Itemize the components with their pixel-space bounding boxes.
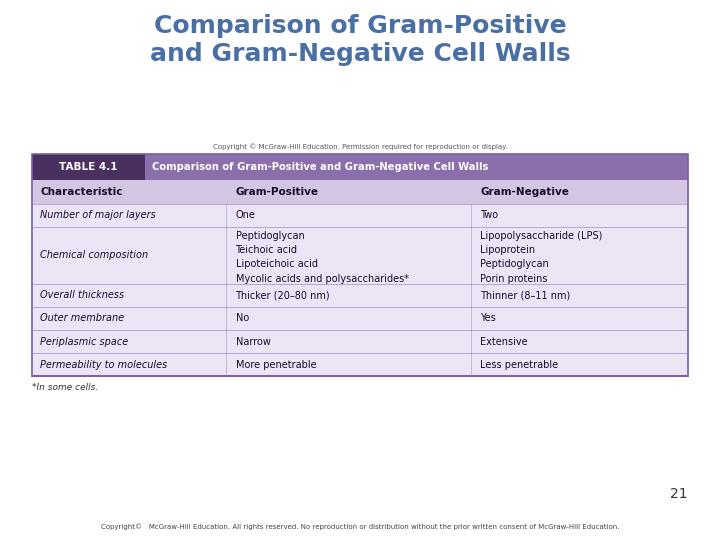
Text: *In some cells.: *In some cells. [32, 383, 99, 392]
Text: Two: Two [480, 210, 498, 220]
Text: Lipoteichoic acid: Lipoteichoic acid [235, 259, 318, 269]
Text: Narrow: Narrow [235, 336, 271, 347]
Text: Peptidoglycan: Peptidoglycan [235, 231, 305, 241]
Text: 21: 21 [670, 487, 688, 501]
Bar [32, 227, 688, 284]
Text: Outer membrane: Outer membrane [40, 313, 125, 323]
Text: Porin proteins: Porin proteins [480, 274, 547, 284]
Bar [32, 154, 145, 180]
Text: Teichoic acid: Teichoic acid [235, 245, 297, 255]
Text: Gram-Positive: Gram-Positive [235, 187, 318, 197]
Text: Peptidoglycan: Peptidoglycan [480, 259, 549, 269]
Text: Gram-Negative: Gram-Negative [480, 187, 569, 197]
Bar [32, 154, 688, 376]
Text: Overall thickness: Overall thickness [40, 290, 125, 300]
Text: More penetrable: More penetrable [235, 360, 316, 370]
Text: Mycolic acids and polysaccharides*: Mycolic acids and polysaccharides* [235, 274, 408, 284]
Text: Thinner (8–11 nm): Thinner (8–11 nm) [480, 290, 570, 300]
Text: Copyright © McGraw-Hill Education. Permission required for reproduction or displ: Copyright © McGraw-Hill Education. Permi… [212, 143, 508, 150]
Text: No: No [235, 313, 249, 323]
Text: Less penetrable: Less penetrable [480, 360, 558, 370]
Bar [32, 284, 688, 307]
Text: Comparison of Gram-Positive and Gram-Negative Cell Walls: Comparison of Gram-Positive and Gram-Neg… [152, 162, 488, 172]
Bar [32, 307, 688, 330]
Text: Extensive: Extensive [480, 336, 528, 347]
Text: Chemical composition: Chemical composition [40, 250, 148, 260]
Text: Permeability to molecules: Permeability to molecules [40, 360, 167, 370]
Text: TABLE 4.1: TABLE 4.1 [59, 162, 117, 172]
Bar [32, 353, 688, 376]
Text: Yes: Yes [480, 313, 496, 323]
Text: Characteristic: Characteristic [40, 187, 122, 197]
Bar [32, 154, 688, 180]
Bar [32, 204, 688, 227]
Text: Comparison of Gram-Positive
and Gram-Negative Cell Walls: Comparison of Gram-Positive and Gram-Neg… [150, 14, 570, 66]
Bar [32, 180, 688, 204]
Text: Number of major layers: Number of major layers [40, 210, 156, 220]
Text: Periplasmic space: Periplasmic space [40, 336, 128, 347]
Bar [32, 330, 688, 353]
Text: Lipoprotein: Lipoprotein [480, 245, 535, 255]
Text: Lipopolysaccharide (LPS): Lipopolysaccharide (LPS) [480, 231, 603, 241]
Text: Thicker (20–80 nm): Thicker (20–80 nm) [235, 290, 330, 300]
Text: Copyright©   McGraw-Hill Education. All rights reserved. No reproduction or dist: Copyright© McGraw-Hill Education. All ri… [101, 524, 619, 530]
Text: One: One [235, 210, 256, 220]
